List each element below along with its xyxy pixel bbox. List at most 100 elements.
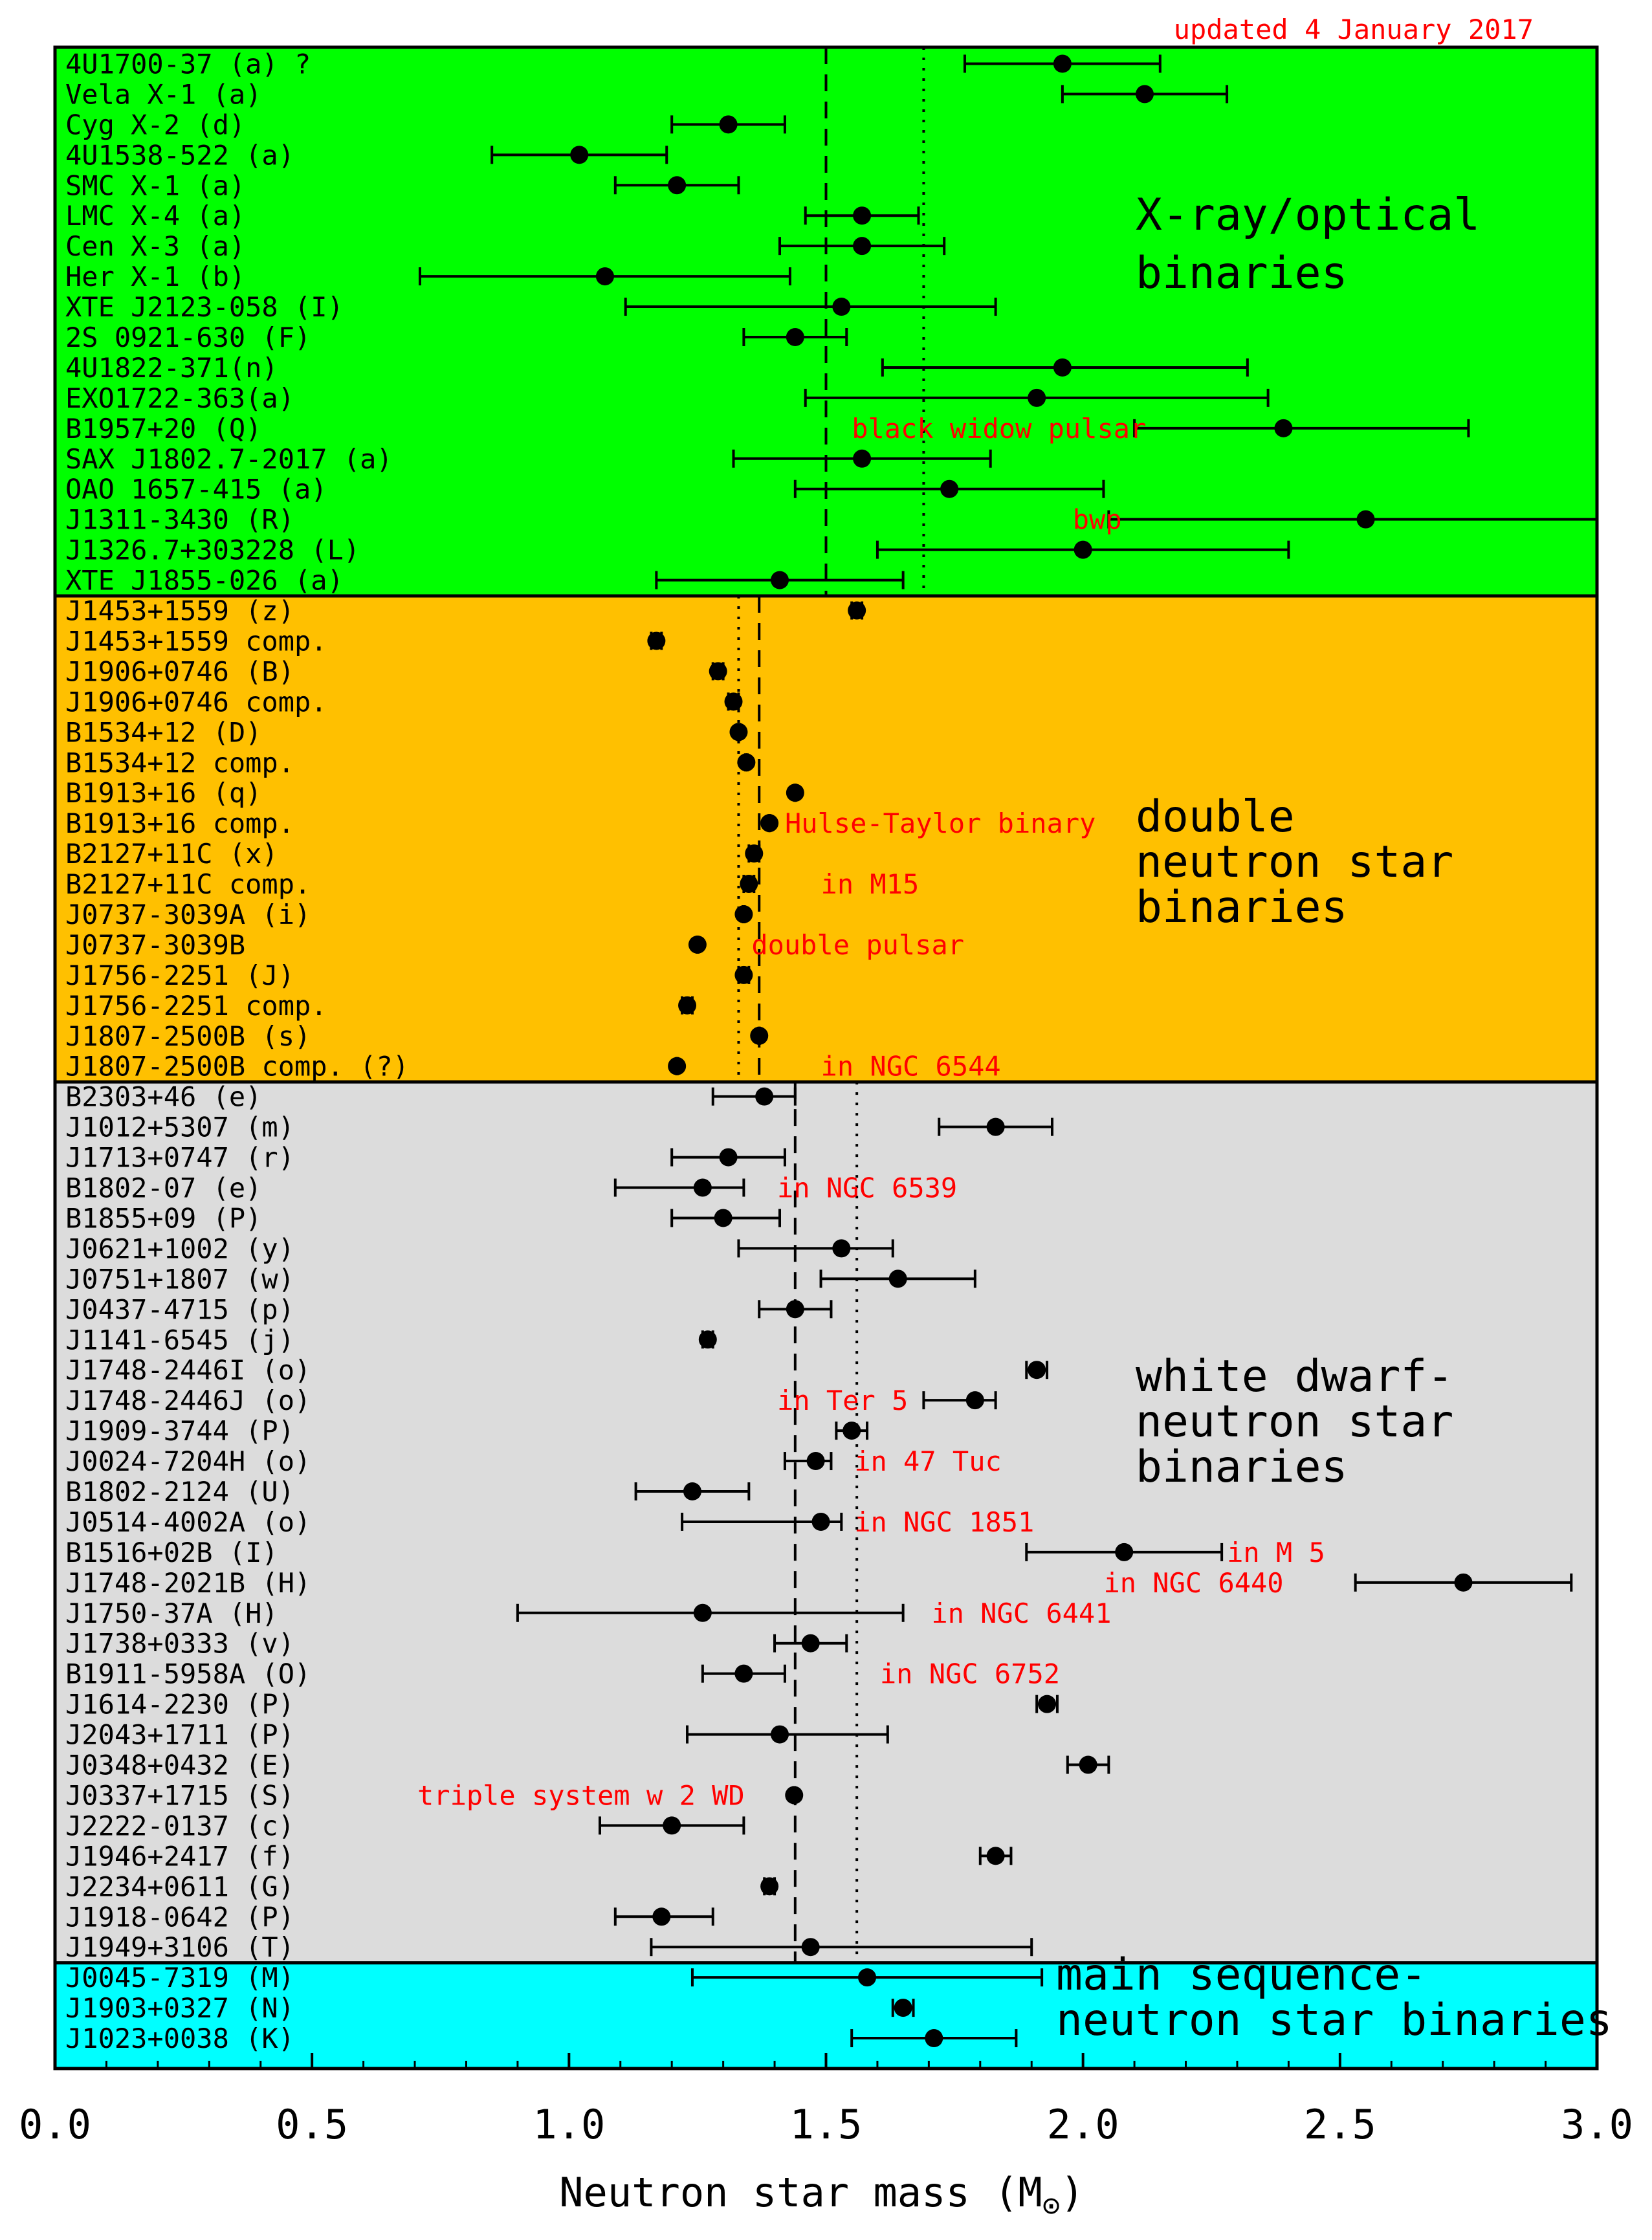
row-label: J1807-2500B comp. (?) [65,1051,409,1082]
mass-point [786,784,804,802]
mass-point [688,935,707,954]
mass-point [986,1117,1005,1136]
row-label: B1802-2124 (U) [65,1476,294,1508]
mass-point [652,1907,671,1926]
mass-point [698,1330,717,1349]
row-label: J1453+1559 comp. [65,625,327,657]
row-label: B1516+02B (I) [65,1537,278,1568]
mass-point [737,753,756,772]
row-label: J1903+0327 (N) [65,1992,294,2024]
data-points [570,54,1473,2048]
annotation: double pulsar [751,929,964,961]
mass-point [1053,54,1072,73]
row-label: J1756-2251 comp. [65,990,327,1022]
mass-point [1079,1755,1097,1774]
row-label: B1534+12 (D) [65,716,261,748]
annotation: black widow pulsar [852,413,1146,445]
mass-point [1274,419,1293,437]
row-label: J1713+0747 (r) [65,1142,294,1174]
group-title-line: neutron star binaries [1056,1995,1613,2046]
mass-point [1115,1543,1134,1561]
row-label: B1534+12 comp. [65,747,294,778]
row-label: SMC X-1 (a) [65,170,245,201]
mass-point [734,965,753,984]
mass-point [786,1300,804,1319]
mass-point [806,1452,825,1471]
row-label: J1807-2500B (s) [65,1020,311,1052]
mass-point [801,1634,820,1653]
annotation: in Ter 5 [777,1385,908,1416]
row-label: J0348+0432 (E) [65,1750,294,1781]
row-label: J1311-3430 (R) [65,504,294,536]
mass-point [771,1725,789,1744]
mass-point [848,601,866,620]
row-label: Cyg X-2 (d) [65,109,245,140]
row-label: B2303+46 (e) [65,1081,261,1113]
annotation: in NGC 6539 [777,1172,957,1204]
group-title-line: binaries [1136,248,1348,299]
row-label: B1957+20 (Q) [65,413,261,445]
row-label: B1913+16 (q) [65,777,261,809]
row-label: J1748-2446J (o) [65,1385,311,1416]
row-label: J1738+0333 (v) [65,1628,294,1660]
mass-point [832,298,851,316]
mass-point [811,1512,830,1531]
mass-point [734,1664,753,1683]
mass-point [832,1239,851,1258]
mass-point [724,692,743,711]
row-label: J0621+1002 (y) [65,1233,294,1264]
row-label: J0737-3039A (i) [65,899,311,930]
mass-point [647,631,666,650]
mass-point [801,1938,820,1957]
mass-point [719,115,738,134]
updated-note: updated 4 January 2017 [1174,14,1534,45]
x-axis-title-end: ) [1060,2169,1084,2216]
annotation: in M15 [821,868,920,900]
mass-point [785,1786,804,1805]
x-axis-title: Neutron star mass (M⊙) [559,2169,1085,2223]
row-label: J1906+0746 (B) [65,655,294,687]
group-bands [53,45,1599,2070]
mass-point [1028,1361,1046,1379]
mass-point [1074,540,1092,559]
mass-point [663,1816,681,1835]
row-label: J0045-7319 (M) [65,1962,294,1993]
mass-point [595,267,614,286]
row-label: J1750-37A (H) [65,1598,278,1629]
row-label: J1326.7+303228 (L) [65,534,360,566]
row-label: B1911-5958A (O) [65,1658,311,1690]
mass-point [843,1422,861,1440]
row-label: B1913+16 comp. [65,807,294,839]
annotation: bwp [1073,504,1122,536]
row-label: SAX J1802.7-2017 (a) [65,443,393,475]
row-label: XTE J1855-026 (a) [65,565,344,597]
row-label: J1906+0746 comp. [65,686,327,718]
group-title-line: binaries [1136,882,1348,933]
row-label: J1012+5307 (m) [65,1112,294,1143]
row-label: 4U1822-371(n) [65,352,278,384]
mass-point [1053,358,1072,377]
row-label: J1918-0642 (P) [65,1901,294,1933]
row-label: LMC X-4 (a) [65,200,245,232]
x-tick-label: 1.0 [533,2101,605,2148]
row-label: J0024-7204H (o) [65,1445,311,1477]
annotation: Hulse-Taylor binary [785,807,1096,839]
row-label: J1946+2417 (f) [65,1840,294,1872]
mass-point [1454,1573,1473,1592]
mass-point [693,1178,712,1197]
row-label: J1614-2230 (P) [65,1689,294,1720]
mass-point [1038,1695,1057,1713]
x-tick-label: 0.5 [276,2101,348,2148]
row-label: J0751+1807 (w) [65,1263,294,1295]
group-band-3 [55,1962,1597,2069]
row-label: J1023+0038 (K) [65,2023,294,2054]
mass-point [894,1999,912,2017]
mass-point [683,1482,701,1500]
mass-point [740,875,758,894]
annotation: in NGC 6752 [880,1658,1060,1690]
row-labels: 4U1700-37 (a) ?Vela X-1 (a)Cyg X-2 (d)4U… [65,48,409,2054]
row-label: Cen X-3 (a) [65,230,245,262]
row-label: B2127+11C (x) [65,838,278,870]
mass-point [678,996,697,1015]
